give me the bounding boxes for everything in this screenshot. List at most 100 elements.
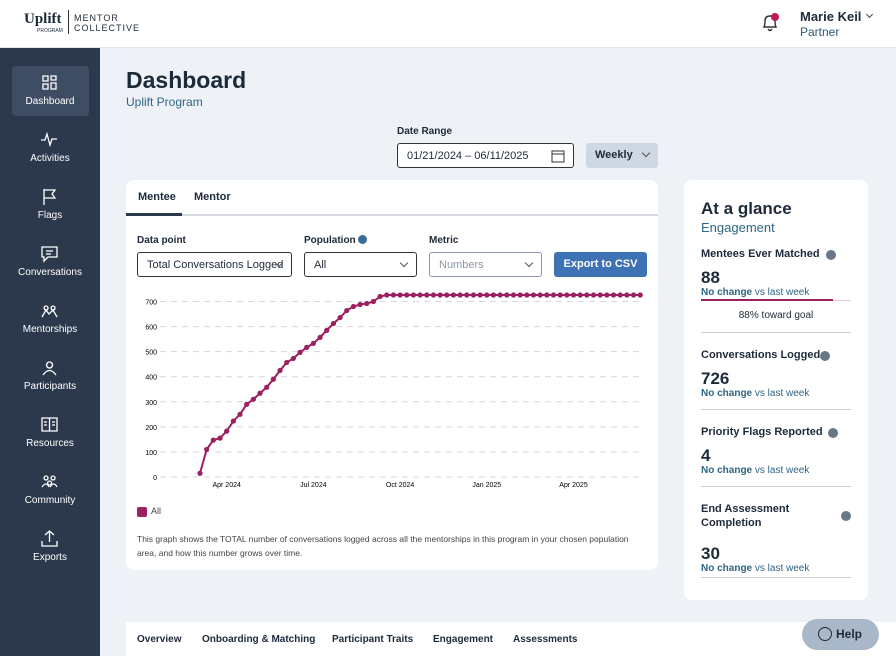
data-point: [484, 292, 490, 298]
section-tab[interactable]: Participant Traits: [332, 634, 414, 645]
change-status: No change: [701, 287, 753, 298]
glance-card: At a glance Engagement Mentees Ever Matc…: [684, 180, 868, 600]
info-icon[interactable]: [826, 250, 836, 260]
calendar-icon: [551, 150, 565, 163]
data-point-select[interactable]: Total Conversations Logged: [137, 252, 292, 277]
change-status: No change: [701, 563, 753, 574]
data-point: [490, 292, 497, 298]
period-value: Weekly: [595, 149, 633, 161]
nav-item[interactable]: Dashboard: [25, 96, 75, 107]
change-rest: vs last week: [754, 563, 810, 574]
data-point: [497, 292, 503, 298]
nav-item[interactable]: Participants: [23, 381, 77, 392]
nav-icon: [41, 246, 58, 263]
info-icon[interactable]: [828, 428, 838, 438]
population-select[interactable]: All: [304, 252, 417, 277]
data-point: [310, 340, 316, 346]
chart-card: Mentee Mentor Data point Population Metr…: [126, 180, 658, 570]
data-point: [557, 292, 563, 298]
y-tick-label: 400: [145, 375, 157, 382]
data-point: [477, 292, 483, 298]
date-input[interactable]: 01/21/2024 – 06/11/2025: [397, 143, 574, 168]
info-icon[interactable]: [820, 351, 830, 361]
period-select[interactable]: Weekly: [586, 143, 658, 168]
section-tab[interactable]: Engagement: [433, 634, 494, 645]
data-point: [257, 390, 263, 396]
export-button[interactable]: Export to CSV: [554, 252, 647, 277]
top-bar: Uplift PROGRAM MENTOR COLLECTIVE Marie K…: [0, 0, 896, 48]
y-tick-label: 100: [145, 450, 157, 457]
nav-item[interactable]: Flags: [37, 210, 63, 221]
tab[interactable]: Mentor: [194, 191, 231, 203]
separator: [701, 409, 851, 410]
user-name[interactable]: Marie Keil: [800, 9, 862, 24]
nav-icon-shape: [41, 131, 57, 148]
nav-icon: [42, 361, 57, 376]
data-point: [637, 292, 643, 298]
series-line: [199, 294, 641, 474]
data-point: [204, 446, 210, 453]
data-point: [617, 292, 623, 298]
control-label: Data point: [137, 235, 186, 246]
nav-icon-shape: [41, 475, 58, 488]
nav-item[interactable]: Community: [24, 495, 76, 506]
data-point: [564, 292, 570, 298]
data-point: [264, 384, 270, 390]
nav-icon: [41, 475, 58, 488]
metric-change: No change vs last week: [701, 287, 809, 298]
nav-item[interactable]: Mentorships: [22, 324, 78, 335]
x-tick-label: Apr 2025: [559, 482, 588, 489]
data-point: [357, 301, 363, 308]
logo-sub: PROGRAM: [37, 28, 63, 34]
data-point: [390, 292, 397, 298]
section-tab[interactable]: Onboarding & Matching: [202, 634, 316, 645]
nav-item[interactable]: Resources: [26, 438, 74, 449]
data-point: [517, 292, 523, 298]
y-tick-label: 0: [153, 475, 157, 482]
metric-value: 4: [701, 446, 711, 465]
data-point: [297, 349, 303, 356]
data-point: [570, 292, 577, 298]
data-point: [224, 428, 230, 434]
data-point: [290, 355, 296, 362]
data-point: [424, 292, 430, 298]
data-point: [377, 293, 383, 300]
data-point: [384, 292, 390, 298]
data-point: [197, 470, 203, 476]
goal-bar: [701, 299, 833, 301]
nav-item[interactable]: Conversations: [18, 267, 82, 278]
data-point: [330, 320, 336, 327]
nav-icon: [43, 189, 57, 205]
info-icon[interactable]: [358, 235, 367, 244]
data-point: [530, 292, 537, 298]
notifications[interactable]: [760, 12, 780, 34]
metric-change: No change vs last week: [701, 563, 809, 574]
select-value: All: [314, 259, 327, 271]
data-point: [470, 292, 477, 298]
x-tick-label: Apr 2024: [212, 482, 241, 489]
tab[interactable]: Mentee: [138, 191, 176, 203]
logo: Uplift: [24, 11, 62, 27]
data-point: [550, 292, 557, 298]
x-tick-label: Jul 2024: [300, 482, 327, 489]
data-point: [324, 327, 330, 333]
x-tick-label: Oct 2024: [386, 482, 415, 489]
section-tab[interactable]: Overview: [137, 634, 182, 645]
data-point: [577, 292, 583, 298]
help-button[interactable]: Help: [802, 619, 879, 650]
data-point: [244, 401, 250, 407]
metric-select[interactable]: Numbers: [429, 252, 542, 277]
nav-item[interactable]: Activities: [30, 153, 70, 164]
metric-change: No change vs last week: [701, 388, 809, 399]
data-point: [397, 292, 403, 298]
data-point: [230, 418, 236, 424]
export-label: Export to CSV: [563, 258, 638, 270]
legend-checkbox[interactable]: [137, 507, 147, 517]
goal-label: 88% toward goal: [738, 310, 814, 321]
nav-item[interactable]: Exports: [33, 552, 67, 563]
section-tab[interactable]: Assessments: [513, 634, 578, 645]
info-icon[interactable]: [841, 511, 851, 521]
change-status: No change: [701, 465, 753, 476]
user-role: Partner: [800, 25, 840, 39]
nav-icon-shape: [41, 305, 58, 318]
